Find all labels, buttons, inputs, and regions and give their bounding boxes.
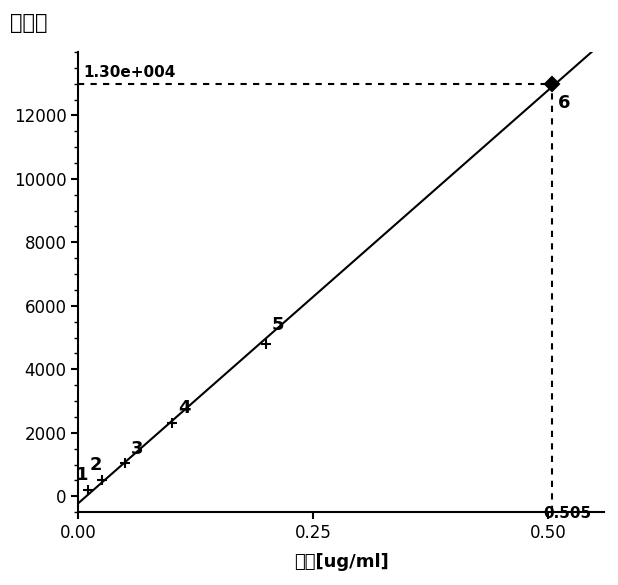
X-axis label: 含量[ug/ml]: 含量[ug/ml]: [294, 553, 389, 571]
Text: 1: 1: [75, 466, 88, 484]
Text: 4: 4: [178, 399, 190, 417]
Text: 1.30e+004: 1.30e+004: [83, 66, 176, 81]
Text: 0.505: 0.505: [543, 506, 591, 521]
Text: 6: 6: [558, 94, 570, 112]
Text: 5: 5: [272, 316, 284, 335]
Text: 2: 2: [90, 456, 102, 474]
Text: 峰面积: 峰面积: [10, 13, 48, 33]
Text: 3: 3: [131, 441, 143, 458]
